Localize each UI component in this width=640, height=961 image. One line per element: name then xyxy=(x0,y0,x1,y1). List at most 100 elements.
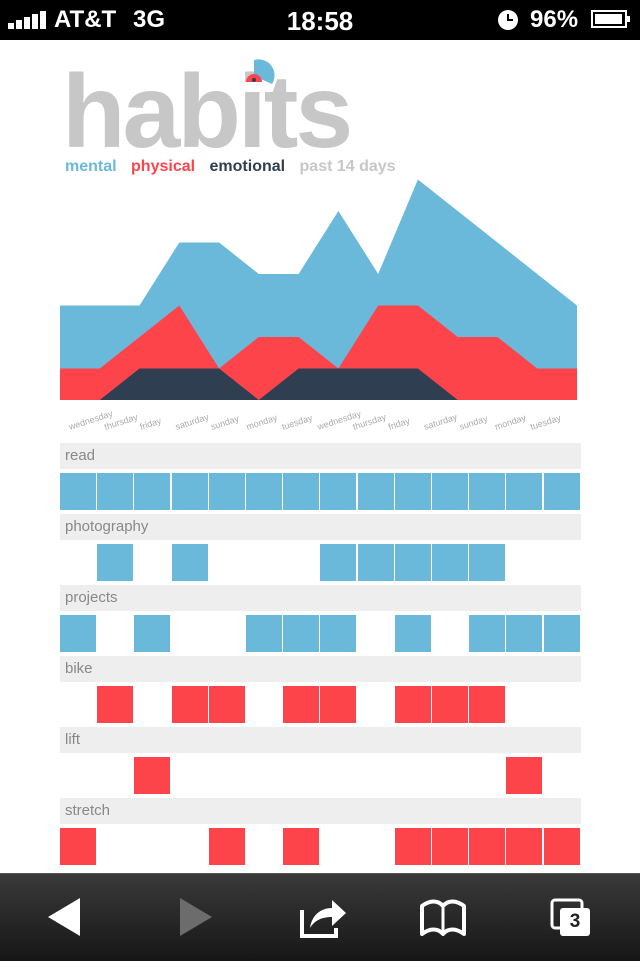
habit-day-cell[interactable] xyxy=(134,544,170,581)
habit-day-cell[interactable] xyxy=(283,686,320,723)
habit-day-cell[interactable] xyxy=(432,544,468,581)
day-label: friday xyxy=(387,415,411,431)
area-emotional xyxy=(60,368,577,400)
habit-day-cell[interactable] xyxy=(172,757,208,794)
habit-day-cell[interactable] xyxy=(246,544,282,581)
network-type: 3G xyxy=(133,6,166,33)
habit-day-cell[interactable] xyxy=(544,757,580,794)
habit-header-projects: projects xyxy=(60,585,581,611)
habit-day-cell[interactable] xyxy=(543,473,580,510)
habit-day-cell[interactable] xyxy=(60,615,96,652)
habit-day-cell[interactable] xyxy=(246,473,282,510)
habit-day-cell[interactable] xyxy=(469,757,505,794)
habit-day-cell[interactable] xyxy=(506,615,543,652)
habit-day-cell[interactable] xyxy=(506,686,542,723)
habit-day-cell[interactable] xyxy=(544,686,580,723)
habit-day-cell[interactable] xyxy=(432,757,468,794)
habit-day-cell[interactable] xyxy=(60,686,96,723)
habit-day-cell[interactable] xyxy=(97,686,134,723)
habit-day-cell[interactable] xyxy=(172,615,208,652)
habit-list: read photography projects bike lift stretch xyxy=(60,443,581,869)
habit-day-cell[interactable] xyxy=(246,757,282,794)
habit-day-cell[interactable] xyxy=(246,828,282,865)
habit-day-cell[interactable] xyxy=(246,686,282,723)
habit-day-cell[interactable] xyxy=(209,544,245,581)
habit-day-cell[interactable] xyxy=(394,828,431,865)
habit-day-cell[interactable] xyxy=(469,473,506,510)
carrier-name: AT&T xyxy=(54,6,117,33)
habit-day-cell[interactable] xyxy=(469,686,506,723)
legend-mental: mental xyxy=(65,158,117,175)
habit-day-cell[interactable] xyxy=(432,828,468,865)
habit-day-cell[interactable] xyxy=(358,828,394,865)
habit-day-cell[interactable] xyxy=(544,544,580,581)
habit-day-cell[interactable] xyxy=(60,757,96,794)
habit-day-cell[interactable] xyxy=(357,473,394,510)
habit-day-cell[interactable] xyxy=(320,686,357,723)
habit-day-cell[interactable] xyxy=(171,686,208,723)
habit-day-cell[interactable] xyxy=(134,757,171,794)
day-label: monday xyxy=(494,412,528,432)
habit-day-cell[interactable] xyxy=(97,544,134,581)
habit-day-cell[interactable] xyxy=(283,828,320,865)
habit-day-cell[interactable] xyxy=(60,473,96,510)
habit-day-cell[interactable] xyxy=(97,757,133,794)
habit-day-cell[interactable] xyxy=(469,615,506,652)
habit-day-cell[interactable] xyxy=(134,828,170,865)
habit-day-cell[interactable] xyxy=(358,686,394,723)
habit-day-cell[interactable] xyxy=(543,615,580,652)
habit-day-cell[interactable] xyxy=(394,615,431,652)
habit-day-cell[interactable] xyxy=(97,828,133,865)
habit-day-cell[interactable] xyxy=(506,828,543,865)
habit-day-cell[interactable] xyxy=(246,615,282,652)
bookmarks-icon[interactable] xyxy=(418,894,468,940)
habit-day-cell[interactable] xyxy=(60,544,96,581)
habit-day-cell[interactable] xyxy=(208,828,245,865)
habit-day-cell[interactable] xyxy=(208,686,245,723)
tabs-button[interactable]: 3 xyxy=(548,894,598,940)
habit-day-cell[interactable] xyxy=(283,757,319,794)
habit-day-cell[interactable] xyxy=(358,615,394,652)
habit-day-cell[interactable] xyxy=(469,544,506,581)
habit-day-cell[interactable] xyxy=(209,615,245,652)
status-bar: AT&T 3G 18:58 96% xyxy=(0,0,640,40)
share-icon[interactable] xyxy=(298,894,348,940)
habit-day-cell[interactable] xyxy=(320,615,357,652)
habit-day-cell[interactable] xyxy=(543,828,580,865)
habit-day-cell[interactable] xyxy=(134,686,170,723)
habit-day-cell[interactable] xyxy=(208,473,245,510)
habit-day-cell[interactable] xyxy=(394,473,431,510)
habit-day-cell[interactable] xyxy=(432,686,468,723)
habit-day-cell[interactable] xyxy=(357,544,394,581)
habit-day-cell[interactable] xyxy=(209,757,245,794)
habit-day-cell[interactable] xyxy=(358,757,394,794)
day-label: saturday xyxy=(174,412,210,432)
forward-icon[interactable] xyxy=(170,894,220,940)
habit-day-cell[interactable] xyxy=(171,473,208,510)
habit-day-cell[interactable] xyxy=(97,615,133,652)
habit-day-cell[interactable] xyxy=(320,828,356,865)
legend-physical: physical xyxy=(131,158,196,175)
habit-day-cell[interactable] xyxy=(320,757,356,794)
habit-day-cell[interactable] xyxy=(432,473,468,510)
habit-day-cell[interactable] xyxy=(506,544,542,581)
habit-day-cell[interactable] xyxy=(395,757,431,794)
habit-day-cell[interactable] xyxy=(506,757,543,794)
habit-day-cell[interactable] xyxy=(97,473,134,510)
habit-day-cell[interactable] xyxy=(394,544,431,581)
back-icon[interactable] xyxy=(40,894,90,940)
habit-day-cell[interactable] xyxy=(469,828,506,865)
habit-day-cell[interactable] xyxy=(172,828,208,865)
habit-day-cell[interactable] xyxy=(320,473,357,510)
habit-day-cell[interactable] xyxy=(394,686,431,723)
habit-day-cell[interactable] xyxy=(432,615,468,652)
habit-day-cell[interactable] xyxy=(283,473,320,510)
habit-day-cell[interactable] xyxy=(171,544,208,581)
habit-day-cell[interactable] xyxy=(283,544,319,581)
habit-day-cell[interactable] xyxy=(506,473,543,510)
habit-day-cell[interactable] xyxy=(60,828,96,865)
habit-day-cell[interactable] xyxy=(134,473,171,510)
habit-day-cell[interactable] xyxy=(134,615,171,652)
habit-day-cell[interactable] xyxy=(320,544,357,581)
habit-day-cell[interactable] xyxy=(283,615,320,652)
